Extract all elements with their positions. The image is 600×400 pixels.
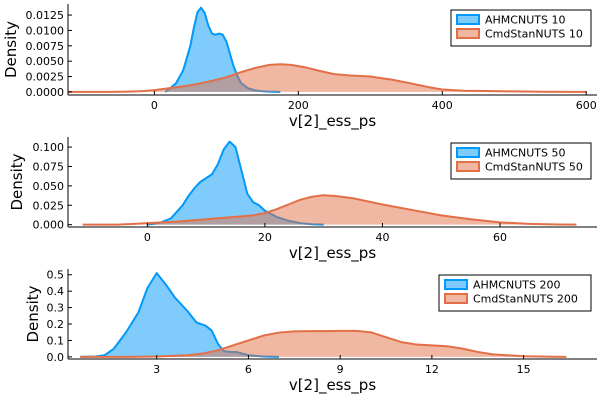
y-tick-label: 0.0075 [26,40,65,53]
legend-swatch-ahmcnuts-10 [456,14,480,25]
density-area-cmdstannuts-50 [82,195,577,225]
density-area-cmdstannuts-10 [68,64,587,92]
y-tick-label: 0.0025 [26,71,65,84]
legend-swatch-cmdstannuts-10 [456,28,480,39]
legend-swatch-cmdstannuts-200 [444,293,468,304]
legend-swatch-ahmcnuts-200 [444,279,468,290]
legend-label-cmdstannuts-10: CmdStanNUTS 10 [485,28,583,41]
x-tick-label: 200 [288,99,309,112]
density-area-ahmcnuts-50 [147,141,324,225]
x-tick-label: 15 [517,363,531,376]
x-tick-label: 9 [337,363,344,376]
x-tick-label: 12 [425,363,439,376]
x-axis-label: v[2]_ess_ps [289,376,377,395]
x-tick-label: 3 [153,363,160,376]
legend-label-cmdstannuts-50: CmdStanNUTS 50 [485,161,583,174]
y-tick-label: 0.050 [33,180,65,193]
y-axis-label: Density [24,285,42,342]
subplot-ahmcnuts-50: 0 20 40 60 0.000 0.025 0.050 0.075 0.100 v[2]_ess… [8,137,597,263]
y-axis-label: Density [2,21,20,78]
x-tick-label: 60 [493,231,507,244]
density-area-cmdstannuts-200 [80,330,567,357]
y-tick-label: 0.2 [47,318,65,331]
density-line-cmdstannuts-50 [82,194,577,226]
density-area-ahmcnuts-200 [80,273,279,357]
legend-label-ahmcnuts-50: AHMCNUTS 50 [485,147,565,160]
legend-swatch-cmdstannuts-50 [456,161,480,172]
x-tick-label: 400 [432,99,453,112]
y-tick-label: 0.0100 [26,24,65,37]
y-tick-label: 0.0 [47,351,65,364]
x-tick-label: 600 [576,99,597,112]
y-tick-label: 0.100 [33,141,65,154]
y-axis-label: Density [8,153,26,210]
legend-label-ahmcnuts-200: AHMCNUTS 200 [473,279,560,292]
subplot-ahmcnuts-10: 0 200 400 600 0.0000 0.0025 0.0050 0.0075 0.0100… [2,4,597,131]
y-tick-label: 0.3 [47,302,65,315]
x-axis-label: v[2]_ess_ps [289,112,377,131]
y-tick-label: 0.0050 [26,55,65,68]
y-tick-label: 0.5 [47,269,65,282]
subplot-ahmcnuts-200: 3 6 9 12 15 0.0 0.1 0.2 0.3 0.4 0.5 v[2]_ess_ps Dens… [24,269,597,395]
legend-label-ahmcnuts-10: AHMCNUTS 10 [485,14,565,27]
x-tick-label: 0 [144,231,151,244]
y-tick-label: 0.0000 [26,86,65,99]
x-tick-label: 6 [245,363,252,376]
x-axis-label: v[2]_ess_ps [289,244,377,263]
x-tick-label: 20 [258,231,272,244]
x-tick-label: 40 [375,231,389,244]
y-tick-label: 0.0125 [26,9,65,22]
density-line-cmdstannuts-200 [80,329,567,358]
density-line-cmdstannuts-10 [68,63,587,93]
y-tick-label: 0.4 [47,285,65,298]
legend-swatch-ahmcnuts-50 [456,147,480,158]
y-tick-label: 0.025 [33,199,65,212]
y-tick-label: 0.1 [47,334,65,347]
x-tick-label: 0 [151,99,158,112]
y-tick-label: 0.000 [33,219,65,232]
legend-label-cmdstannuts-200: CmdStanNUTS 200 [473,293,578,306]
y-tick-label: 0.075 [33,160,65,173]
